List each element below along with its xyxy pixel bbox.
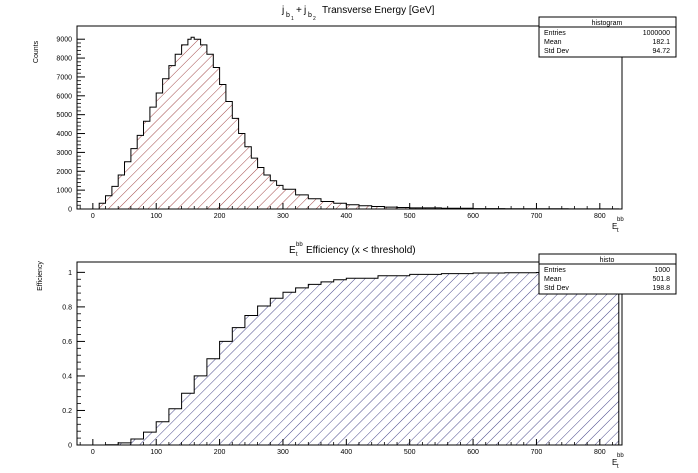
bottom-x-tick-label: 700 — [531, 449, 543, 456]
bottom-plot-frame — [76, 261, 623, 446]
bottom-stats-value-stddev: 198.8 — [652, 285, 670, 292]
bottom-ylabel: Efficiency — [37, 261, 44, 291]
top-stats-value-mean: 182.1 — [652, 39, 670, 46]
top-stats-label-entries: Entries — [544, 30, 566, 37]
bottom-x-tick-label: 100 — [150, 449, 162, 456]
top-stats-value-entries: 1000000 — [643, 30, 670, 37]
bottom-efficiency-fill — [92, 271, 620, 446]
bottom-y-axis: 0 0.2 0.4 0.6 0.8 1 — [62, 270, 85, 450]
bottom-y-tick-label: 0.4 — [62, 373, 72, 380]
top-y-axis: 0 1000 2000 3000 4000 5000 6000 7000 8000 9000 — [56, 37, 85, 214]
top-x-tick-label: 100 — [150, 213, 162, 220]
top-histogram-fill — [92, 36, 620, 210]
bottom-panel: E t bb Efficiency (x < threshold) Effici… — [37, 242, 677, 470]
top-title-j1: j — [281, 5, 284, 16]
top-y-tick-label: 6000 — [56, 93, 72, 100]
bottom-stats-label-stddev: Std Dev — [544, 285, 569, 292]
top-y-tick-label: 1000 — [56, 188, 72, 195]
top-y-tick-label: 8000 — [56, 56, 72, 63]
top-title-j1-subsub: 1 — [291, 16, 294, 22]
top-xlabel-sub: t — [617, 228, 619, 234]
top-stats-box: histogram Entries 1000000 Mean 182.1 Std… — [538, 16, 677, 58]
top-y-tick-label: 4000 — [56, 131, 72, 138]
top-y-tick-label: 7000 — [56, 74, 72, 81]
top-plot-frame — [76, 25, 623, 210]
bottom-y-tick-label: 0.2 — [62, 408, 72, 415]
top-x-tick-label: 200 — [214, 213, 226, 220]
top-x-tick-label: 400 — [340, 213, 352, 220]
bottom-title-e-sub: t — [296, 252, 298, 258]
bottom-stats-value-entries: 1000 — [654, 267, 670, 274]
bottom-stats-label-mean: Mean — [544, 276, 562, 283]
top-x-tick-label: 300 — [277, 213, 289, 220]
bottom-xlabel-sup: bb — [617, 453, 624, 459]
bottom-x-tick-label: 800 — [594, 449, 606, 456]
bottom-title-e: E — [289, 245, 296, 256]
bottom-x-tick-label: 200 — [214, 449, 226, 456]
top-stats-label-mean: Mean — [544, 39, 562, 46]
top-x-tick-label: 700 — [531, 213, 543, 220]
top-y-tick-label: 2000 — [56, 169, 72, 176]
top-x-tick-label: 800 — [594, 213, 606, 220]
bottom-x-tick-label: 500 — [404, 449, 416, 456]
bottom-x-tick-label: 600 — [467, 449, 479, 456]
bottom-y-tick-label: 0.8 — [62, 304, 72, 311]
top-y-tick-label: 9000 — [56, 37, 72, 44]
top-x-tick-label: 0 — [91, 213, 95, 220]
bottom-x-tick-label: 400 — [340, 449, 352, 456]
bottom-y-tick-label: 0 — [68, 443, 72, 450]
bottom-xlabel-main: E — [612, 458, 617, 467]
bottom-area-outline — [92, 271, 620, 446]
top-area-hatch — [92, 37, 619, 209]
top-x-tick-label: 500 — [404, 213, 416, 220]
top-ylabel: Counts — [33, 40, 40, 63]
top-y-tick-label: 0 — [68, 207, 72, 214]
top-title-j2-subsub: 2 — [313, 16, 316, 22]
bottom-y-tick-label: 0.6 — [62, 339, 72, 346]
bottom-stats-value-mean: 501.8 — [652, 276, 670, 283]
top-xlabel-main: E — [612, 222, 617, 231]
bottom-stats-label-entries: Entries — [544, 267, 566, 274]
bottom-stats-box: histo Entries 1000 Mean 501.8 Std Dev 19… — [538, 253, 677, 295]
top-stats-value-stddev: 94.72 — [652, 48, 670, 55]
bottom-title-e-sup: bb — [296, 242, 303, 248]
top-stats-name: histogram — [592, 20, 623, 27]
top-title-j1-sub: b — [286, 12, 290, 19]
top-y-tick-label: 5000 — [56, 112, 72, 119]
bottom-title-main: Efficiency (x < threshold) — [306, 245, 416, 256]
top-stats-label-stddev: Std Dev — [544, 48, 569, 55]
bottom-y-tick-label: 1 — [68, 270, 72, 277]
top-title-main: Transverse Energy [GeV] — [322, 5, 435, 16]
bottom-xlabel-sub: t — [617, 464, 619, 470]
bottom-area-hatch — [92, 272, 619, 445]
bottom-x-tick-label: 300 — [277, 449, 289, 456]
top-y-tick-label: 3000 — [56, 150, 72, 157]
top-x-tick-label: 600 — [467, 213, 479, 220]
bottom-x-axis: 0 100 200 300 400 500 600 700 800 — [79, 439, 613, 456]
bottom-x-tick-label: 0 — [91, 449, 95, 456]
top-title-plus: + — [296, 5, 302, 16]
top-title-j2: j — [303, 5, 306, 16]
top-title-j2-sub: b — [308, 12, 312, 19]
top-xlabel-sup: bb — [617, 217, 624, 223]
bottom-stats-name: histo — [600, 257, 615, 264]
top-panel: j b 1 + j b 2 Transverse Energy [GeV] Co… — [33, 5, 677, 234]
